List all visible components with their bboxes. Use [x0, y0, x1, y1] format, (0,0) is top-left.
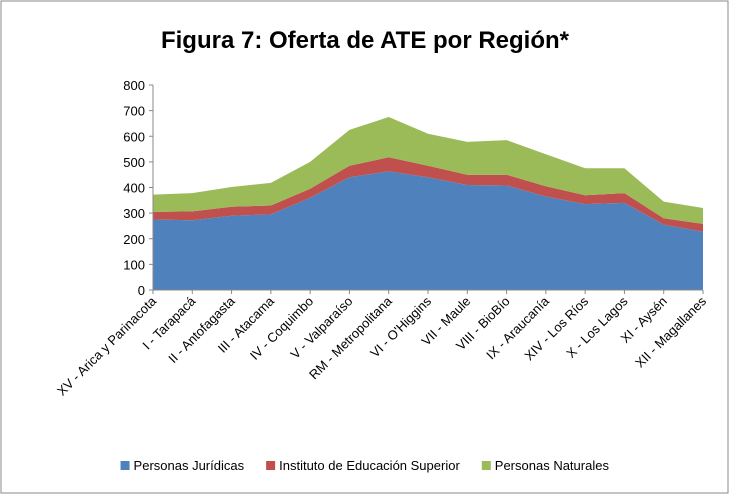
legend: Personas Jurídicas Instituto de Educación…	[120, 458, 610, 473]
y-tick-label: 400	[123, 181, 145, 196]
y-tick-label: 700	[123, 104, 145, 119]
area	[153, 117, 703, 224]
legend-label: Personas Naturales	[495, 458, 610, 473]
y-tick-label: 500	[123, 155, 145, 170]
y-tick-label: 600	[123, 129, 145, 144]
y-tick-label: 800	[123, 78, 145, 93]
chart-title: Figura 7: Oferta de ATE por Región*	[161, 27, 570, 54]
y-tick-label: 100	[123, 257, 145, 272]
y-tick-label: 0	[138, 283, 145, 298]
y-tick-label: 300	[123, 206, 145, 221]
legend-swatch	[120, 461, 130, 470]
legend-label: Instituto de Educación Superior	[279, 458, 460, 473]
y-tick-label: 200	[123, 232, 145, 247]
legend-label: Personas Jurídicas	[134, 458, 245, 473]
area	[153, 171, 703, 290]
area	[153, 157, 703, 232]
legend-swatch	[481, 461, 491, 470]
legend-swatch	[266, 461, 276, 470]
